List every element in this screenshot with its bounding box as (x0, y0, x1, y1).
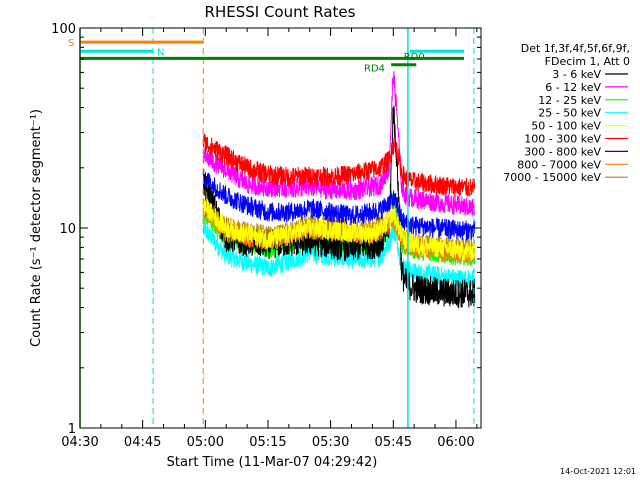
legend-header-line-1: Det 1f,3f,4f,5f,6f,9f, (521, 42, 630, 55)
y-tick-label: 1 (68, 422, 76, 437)
x-tick-label: 05:00 (187, 435, 224, 450)
statebar-layer: S N RD0 RD4 (68, 38, 464, 75)
series-line-50-100-kev (202, 198, 476, 261)
series-line-25-50-kev (202, 218, 476, 290)
series-layer (202, 71, 476, 309)
y-tick-label: 10 (59, 222, 76, 237)
state-bar-label-2: N (157, 47, 164, 58)
x-tick-label: 06:00 (437, 435, 474, 450)
y-axis-label: Count Rate (s⁻¹ detector segment⁻¹) (29, 109, 44, 347)
legend-label-2: 6 - 12 keV (545, 81, 601, 94)
annotation-rd0: RD0 (404, 52, 425, 63)
x-tick-label: 04:30 (61, 435, 98, 450)
series-line-100-300-kev (202, 132, 476, 198)
date-stamp: 14-Oct-2021 12:01 (560, 467, 636, 476)
series-line-6-12-kev (202, 71, 476, 217)
x-tick-label: 05:15 (249, 435, 286, 450)
legend-label-1: 3 - 6 keV (552, 68, 601, 81)
x-tick-label: 04:45 (124, 435, 161, 450)
legend-label-4: 25 - 50 keV (538, 107, 601, 120)
legend-header-line-2: FDecim 1, Att 0 (545, 55, 630, 68)
legend-label-3: 12 - 25 keV (538, 94, 601, 107)
legend: Det 1f,3f,4f,5f,6f,9f, FDecim 1, Att 0 3… (503, 42, 630, 184)
legend-label-5: 50 - 100 keV (531, 120, 601, 133)
series-line-300-800-kev (202, 168, 476, 241)
chart-title: RHESSI Count Rates (205, 3, 356, 21)
state-bar-label-1: S (68, 38, 74, 49)
legend-label-7: 300 - 800 keV (524, 145, 601, 158)
axes-layer: 04:30 04:45 05:00 05:15 05:30 05:45 06:00 1 10 10… (51, 22, 481, 450)
x-tick-label: 05:45 (375, 435, 412, 450)
x-tick-label: 05:30 (312, 435, 349, 450)
legend-label-8: 800 - 7000 keV (517, 158, 601, 171)
legend-label-6: 100 - 300 keV (524, 133, 601, 146)
x-axis-label: Start Time (11-Mar-07 04:29:42) (167, 455, 378, 470)
annotation-rd4: RD4 (364, 64, 385, 75)
legend-label-9: 7000 - 15000 keV (503, 171, 601, 184)
y-tick-label: 100 (51, 22, 76, 37)
